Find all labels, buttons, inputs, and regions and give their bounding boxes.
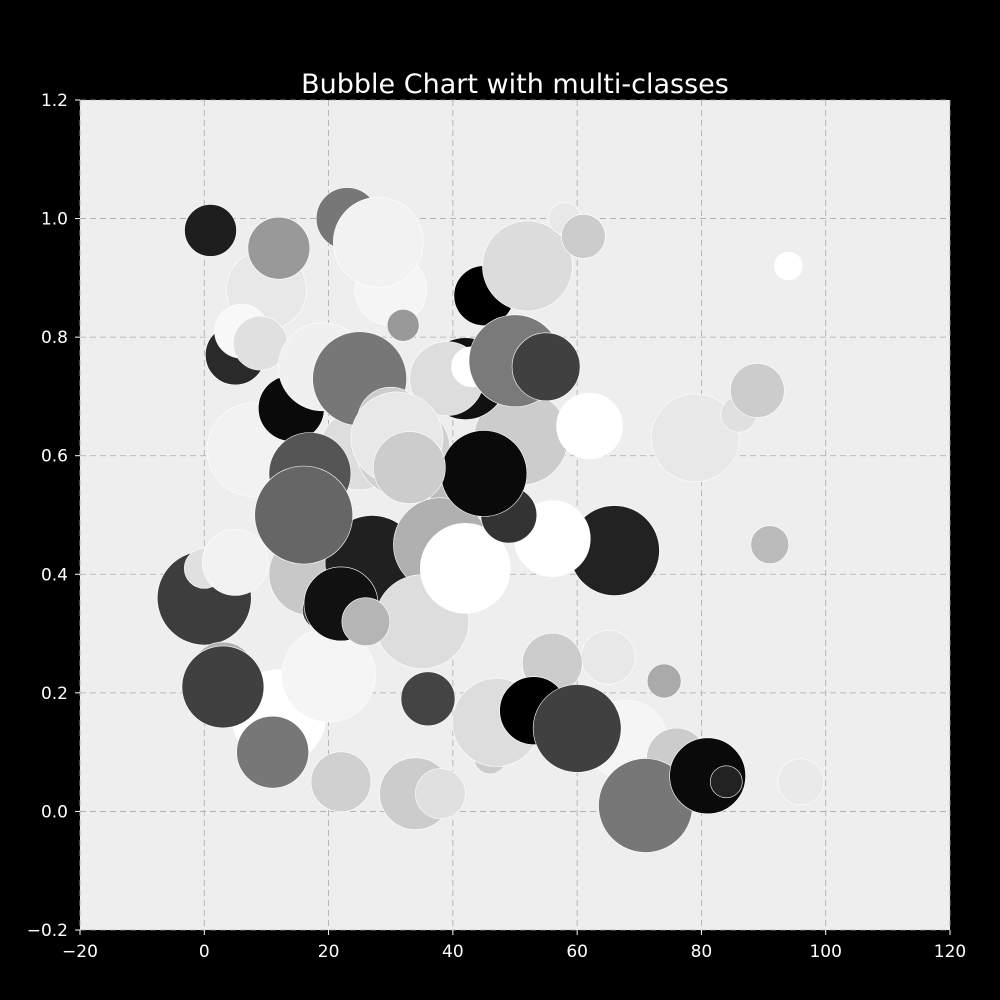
- bubble-point: [386, 308, 420, 342]
- bubble-point: [310, 751, 372, 813]
- x-tick-label: 20: [318, 942, 340, 962]
- bubbles: [156, 187, 825, 853]
- bubble-point: [184, 204, 237, 257]
- bubble-point: [774, 251, 803, 281]
- bubble-point: [709, 765, 743, 799]
- bubble-point: [332, 196, 424, 288]
- axis-ticks: −20 0 20 40 60 80 100 120 −0.2 0.0 0.2 0.4 0.6 0.8 1.0…: [27, 91, 967, 962]
- x-tick-label: 60: [566, 942, 588, 962]
- bubble-point: [247, 216, 311, 280]
- x-tick-label: 40: [442, 942, 464, 962]
- bubble-point: [646, 663, 682, 699]
- y-tick-label: −0.2: [27, 921, 68, 941]
- y-tick-label: 1.0: [41, 210, 68, 230]
- bubble-point: [730, 363, 785, 418]
- y-tick-label: 0.4: [41, 565, 68, 585]
- bubble-point: [181, 645, 265, 729]
- bubble-point: [650, 393, 740, 483]
- chart-title: Bubble Chart with multi-classes: [301, 69, 729, 100]
- x-tick-label: −20: [62, 942, 98, 962]
- y-tick-label: 0.6: [41, 447, 68, 467]
- bubble-point: [556, 392, 623, 460]
- bubble-point: [750, 525, 790, 564]
- y-tick-label: 1.2: [41, 91, 68, 111]
- bubble-point: [440, 430, 528, 517]
- x-tick-label: 80: [691, 942, 713, 962]
- y-tick-label: 0.8: [41, 328, 68, 348]
- x-tick-label: 120: [934, 942, 966, 962]
- y-tick-label: 0.2: [41, 684, 68, 704]
- x-tick-label: 0: [199, 942, 210, 962]
- y-tick-label: 0.0: [41, 802, 68, 822]
- bubble-point: [236, 715, 309, 789]
- bubble-point: [580, 629, 636, 685]
- bubble-point: [561, 214, 606, 259]
- bubble-point: [511, 332, 581, 402]
- bubble-point: [532, 684, 622, 773]
- bubble-point: [254, 465, 354, 565]
- bubble-point: [341, 597, 391, 647]
- bubble-point: [202, 529, 269, 596]
- bubble-point: [373, 431, 446, 504]
- bubble-point: [419, 523, 511, 614]
- bubble-point: [415, 768, 466, 819]
- bubble-point: [400, 671, 456, 727]
- bubble-point: [777, 758, 825, 806]
- x-tick-label: 100: [809, 942, 841, 962]
- bubble-point: [482, 220, 573, 312]
